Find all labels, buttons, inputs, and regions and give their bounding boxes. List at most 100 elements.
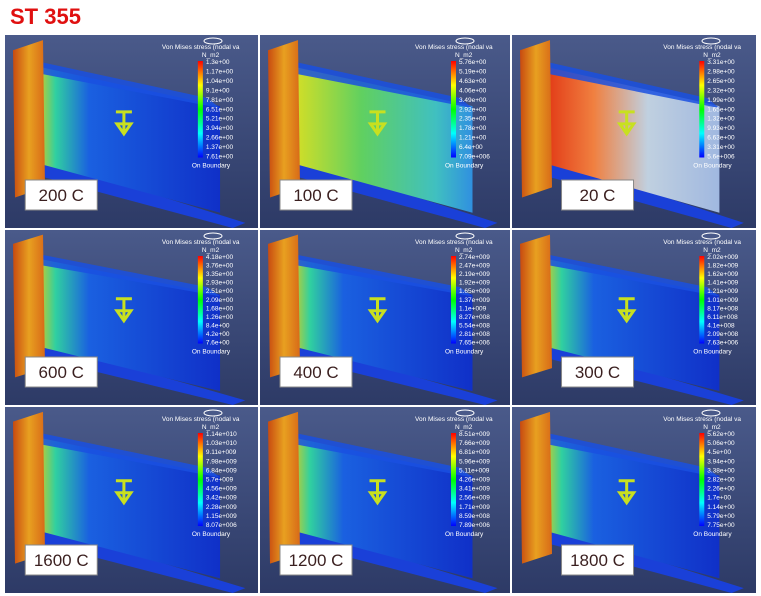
legend-boundary: On Boundary [445,531,484,538]
legend-unit: N_m2 [455,52,473,59]
label: 1200 C [289,551,344,570]
label: 400 C [293,363,338,382]
legend-value: 1.65e+009 [459,288,490,295]
legend-value: 2.19e+009 [459,271,490,278]
legend-value: 2.28e+009 [206,504,237,511]
legend-value: 2.98e+00 [707,68,735,75]
legend-unit: N_m2 [455,424,473,431]
legend-value: 1.7e+00 [707,495,731,502]
screenshot: ST 355 Von Mises stress (nodal vaN_m21.3… [0,0,761,596]
legend-value: 1.17e+00 [206,68,234,75]
legend-value: 2.81e+008 [459,331,490,338]
legend-value: 1.21e+00 [459,135,487,142]
legend-value: 6.81e+009 [459,449,490,456]
end-plate [13,40,45,197]
legend-boundary: On Boundary [693,163,732,170]
panel: Von Mises stress (nodal vaN_m23.31e+002.… [512,35,756,228]
legend-title: Von Mises stress (nodal va [663,239,741,246]
color-bar [198,256,203,344]
legend-value: 2.35e+00 [459,116,487,123]
legend-value: 7.98e+009 [206,458,237,465]
legend-value: 5.6e+006 [707,154,735,161]
legend-value: 1.01e+009 [707,297,738,304]
legend-title: Von Mises stress (nodal va [162,416,240,423]
legend-title: Von Mises stress (nodal va [415,239,493,246]
legend-title: Von Mises stress (nodal va [663,44,741,51]
legend-value: 2.74e+009 [459,254,490,261]
legend-value: 1.99e+00 [707,97,735,104]
legend-value: 1.14e+010 [206,431,237,438]
label: 300 C [575,363,620,382]
legend-value: 2.09e+008 [707,331,738,338]
legend-value: 4.06e+00 [459,87,487,94]
end-plate [520,235,552,378]
panel: Von Mises stress (nodal vaN_m21.3e+001.1… [5,35,258,228]
end-plate [13,412,45,564]
label: 1800 C [570,551,625,570]
legend-value: 2.09e+00 [206,297,234,304]
legend-value: 2.66e+00 [206,135,234,142]
legend-value: 1.03e+010 [206,440,237,447]
legend-value: 1.32e+00 [707,116,735,123]
legend-value: 3.35e+00 [206,271,234,278]
legend-value: 8.07e+006 [206,522,237,529]
legend-value: 2.93e+00 [206,280,234,287]
end-plate [520,40,552,197]
title: ST 355 [10,4,81,29]
legend-value: 2.32e+00 [707,87,735,94]
legend-value: 4.56e+009 [206,486,237,493]
legend-value: 3.94e+00 [707,458,735,465]
legend-value: 7.66e+009 [459,440,490,447]
legend-value: 1.21e+009 [707,288,738,295]
label: 20 C [580,186,616,205]
legend-value: 5.54e+008 [459,322,490,329]
legend-title: Von Mises stress (nodal va [663,416,741,423]
legend-value: 2.02e+009 [707,254,738,261]
color-bar [699,61,704,158]
panel: Von Mises stress (nodal vaN_m22.02e+009 1… [512,230,756,405]
legend-title: Von Mises stress (nodal va [415,416,493,423]
legend-unit: N_m2 [703,52,721,59]
legend-value: 4.63e+00 [459,78,487,85]
label: 1600 C [34,551,89,570]
legend-value: 3.49e+00 [459,97,487,104]
legend-unit: N_m2 [455,247,473,254]
legend-value: 5.21e+00 [206,116,234,123]
legend-value: 1.92e+009 [459,280,490,287]
legend-value: 1.71e+009 [459,504,490,511]
legend-value: 8.59e+008 [459,513,490,520]
legend-title: Von Mises stress (nodal va [162,44,240,51]
legend-value: 1.15e+009 [206,513,237,520]
legend-value: 5.76e+00 [459,59,487,66]
legend-value: 1.68e+00 [206,305,234,312]
legend-value: 7.65e+006 [459,340,490,347]
panel: Von Mises stress (nodal vaN_m25.62e+005.… [512,407,756,593]
label: 100 C [293,186,338,205]
label: 600 C [39,363,84,382]
legend-value: 6.51e+00 [206,106,234,113]
legend-value: 3.42e+009 [206,495,237,502]
label: 200 C [39,186,84,205]
legend-value: 2.26e+00 [707,486,735,493]
panel: Von Mises stress (nodal vaN_m24.18e+003.… [5,230,258,405]
legend-value: 5.79e+00 [707,513,735,520]
legend-value: 4.5e+00 [707,449,731,456]
legend-value: 1.26e+00 [206,314,234,321]
panel: Von Mises stress (nodal vaN_m28.51e+0097… [260,407,510,593]
legend-value: 5.62e+00 [707,431,735,438]
legend-value: 9.1e+00 [206,87,230,94]
panel: Von Mises stress (nodal vaN_m21.14e+0101… [5,407,258,593]
legend-value: 1.62e+009 [707,271,738,278]
legend-value: 4.2e+00 [206,331,230,338]
legend-boundary: On Boundary [192,349,231,356]
legend-value: 5.7e+009 [206,477,234,484]
legend-value: 7.63e+006 [707,340,738,347]
legend-unit: N_m2 [202,247,220,254]
legend-boundary: On Boundary [445,163,484,170]
legend-title: Von Mises stress (nodal va [162,239,240,246]
legend-unit: N_m2 [703,247,721,254]
end-plate [268,412,300,564]
legend-value: 1.37e+00 [206,144,234,151]
legend-value: 7.81e+00 [206,97,234,104]
legend-value: 1.41e+009 [707,280,738,287]
